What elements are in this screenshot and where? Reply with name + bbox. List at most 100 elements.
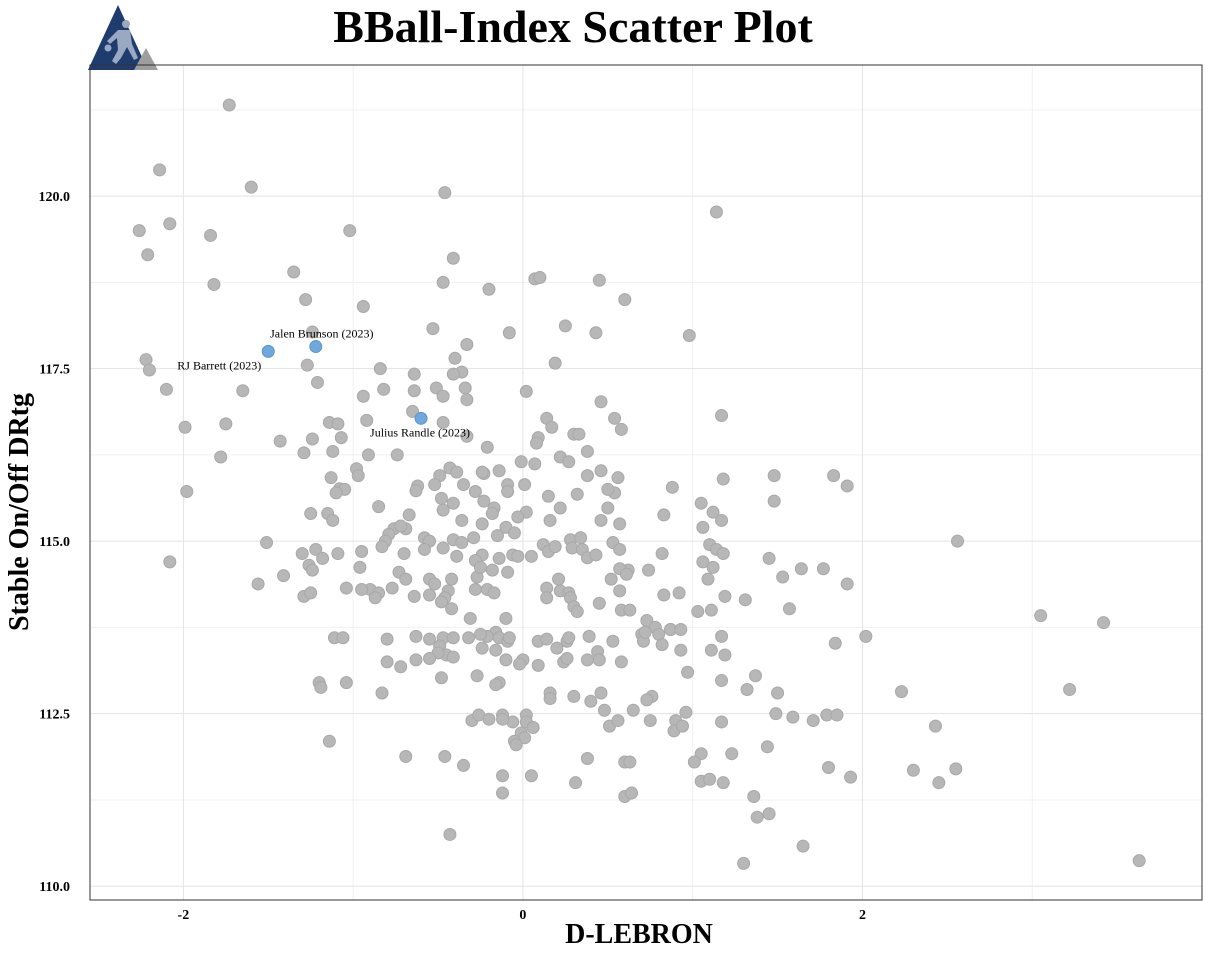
data-point — [594, 395, 608, 409]
data-point — [299, 293, 313, 307]
data-point — [511, 510, 525, 524]
data-point — [496, 786, 510, 800]
data-point — [485, 507, 499, 521]
data-point — [142, 363, 156, 377]
data-point — [679, 705, 693, 719]
data-point — [375, 686, 389, 700]
data-point — [304, 507, 318, 521]
data-point — [417, 542, 431, 556]
data-point — [526, 720, 540, 734]
data-point — [715, 715, 729, 729]
data-point — [492, 464, 506, 478]
data-point — [706, 505, 720, 519]
data-point — [394, 660, 408, 674]
data-point — [796, 839, 810, 853]
data-point — [375, 540, 389, 554]
data-point — [626, 703, 640, 717]
data-point — [767, 469, 781, 483]
data-point — [477, 494, 491, 508]
data-point — [594, 513, 608, 527]
data-point — [640, 693, 654, 707]
data-point — [492, 551, 506, 565]
data-point — [287, 265, 301, 279]
data-point — [331, 417, 345, 431]
data-point — [482, 282, 496, 296]
data-point — [696, 520, 710, 534]
data-point — [445, 602, 459, 616]
data-point — [141, 248, 155, 262]
data-point — [436, 503, 450, 517]
data-point — [1132, 854, 1146, 868]
data-point — [597, 703, 611, 717]
data-point — [562, 455, 576, 469]
data-point — [859, 629, 873, 643]
data-point — [446, 496, 460, 510]
data-point — [528, 457, 542, 471]
data-point — [657, 588, 671, 602]
data-point — [368, 591, 382, 605]
data-point — [423, 632, 437, 646]
data-point — [468, 484, 482, 498]
data-point — [619, 567, 633, 581]
y-tick-labels: 110.0 112.5 115.0 117.5 120.0 — [39, 190, 71, 895]
data-point — [716, 547, 730, 561]
data-point — [501, 565, 515, 579]
x-tick-label: -2 — [178, 908, 190, 923]
data-point — [501, 484, 515, 498]
data-point — [456, 478, 470, 492]
data-point — [445, 572, 459, 586]
data-point — [657, 508, 671, 522]
data-point — [760, 740, 774, 754]
data-point — [496, 769, 510, 783]
data-point — [608, 411, 622, 425]
data-point — [769, 707, 783, 721]
data-point — [762, 551, 776, 565]
data-point — [434, 491, 448, 505]
data-point — [716, 776, 730, 790]
data-point — [297, 446, 311, 460]
data-point — [496, 712, 510, 726]
data-point — [786, 710, 800, 724]
data-point — [715, 629, 729, 643]
y-axis-label: Stable On/Off DRtg — [4, 393, 35, 631]
data-point — [334, 431, 348, 445]
data-point — [273, 434, 287, 448]
data-point — [463, 611, 477, 625]
highlighted-point — [309, 340, 323, 354]
data-point — [499, 653, 513, 667]
data-point — [331, 547, 345, 561]
data-point — [696, 555, 710, 569]
data-point — [450, 549, 464, 563]
data-point — [570, 605, 584, 619]
data-point — [906, 763, 920, 777]
data-point — [550, 641, 564, 655]
data-point — [694, 496, 708, 510]
data-point — [570, 487, 584, 501]
data-point — [750, 810, 764, 824]
y-tick-label: 115.0 — [39, 535, 70, 550]
data-point — [543, 691, 557, 705]
data-point — [475, 641, 489, 655]
data-point — [377, 382, 391, 396]
data-point — [594, 464, 608, 478]
data-point — [840, 577, 854, 591]
highlighted-points: Jalen Brunson (2023) RJ Barrett (2023) Jul… — [177, 327, 470, 440]
data-point — [355, 545, 369, 559]
data-point — [552, 572, 566, 586]
data-point — [747, 789, 761, 803]
y-tick-label: 112.5 — [39, 708, 70, 723]
data-point — [611, 714, 625, 728]
data-point — [436, 275, 450, 289]
data-point — [394, 519, 408, 533]
data-point — [776, 570, 790, 584]
data-point — [480, 440, 494, 454]
data-point — [580, 752, 594, 766]
y-tick-label: 110.0 — [39, 880, 70, 895]
data-point — [643, 714, 657, 728]
data-point — [407, 589, 421, 603]
data-point — [715, 674, 729, 688]
data-point — [473, 560, 487, 574]
chart-title: BBall-Index Scatter Plot — [333, 1, 813, 52]
basketball-player-icon — [104, 20, 138, 64]
